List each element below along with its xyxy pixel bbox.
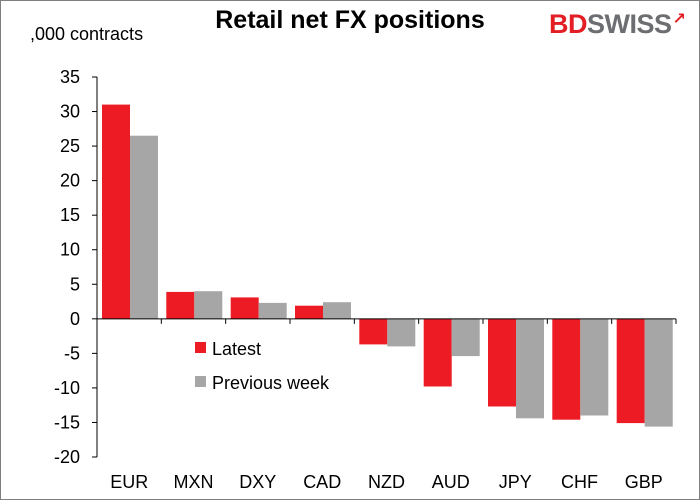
y-axis-unit-label: ,000 contracts xyxy=(30,24,144,44)
x-category-label-aud: AUD xyxy=(432,472,470,492)
bar-previous-week-nzd xyxy=(387,318,416,347)
bar-previous-week-cad xyxy=(323,302,351,319)
chart-title: Retail net FX positions xyxy=(215,6,485,34)
bar-latest-gbp xyxy=(616,318,645,424)
legend-label-previous-week: Previous week xyxy=(212,373,330,393)
bar-previous-week-jpy xyxy=(516,318,544,419)
x-category-label-chf: CHF xyxy=(561,472,598,492)
y-tick-label: 30 xyxy=(60,102,80,122)
x-category-label-cad: CAD xyxy=(303,472,341,492)
x-category-label-jpy: JPY xyxy=(499,472,532,492)
bar-previous-week-aud xyxy=(451,318,480,357)
bar-latest-nzd xyxy=(359,318,388,345)
y-tick-label: -15 xyxy=(54,412,80,432)
x-category-label-dxy: DXY xyxy=(239,472,276,492)
x-category-label-eur: EUR xyxy=(110,472,148,492)
bar-latest-cad xyxy=(295,305,323,319)
bar-latest-eur xyxy=(102,104,130,319)
bar-latest-jpy xyxy=(488,318,516,407)
x-category-label-nzd: NZD xyxy=(368,472,405,492)
y-tick-label: -20 xyxy=(54,447,80,467)
bar-latest-aud xyxy=(423,318,452,387)
legend-swatch-latest xyxy=(195,342,206,353)
bdswiss-logo: BDSWISS↗ xyxy=(549,9,686,40)
bar-previous-week-mxn xyxy=(194,291,223,319)
logo-arrow-icon: ↗ xyxy=(672,11,686,28)
y-tick-label: 15 xyxy=(60,205,80,225)
bar-previous-week-dxy xyxy=(258,302,287,319)
y-tick-label: 0 xyxy=(70,309,80,329)
bar-previous-week-chf xyxy=(580,318,609,416)
x-category-label-gbp: GBP xyxy=(625,472,663,492)
y-tick-label: -5 xyxy=(64,343,80,363)
logo-bd-text: BD xyxy=(549,9,588,39)
y-tick-label: 10 xyxy=(60,240,80,260)
y-tick-label: 5 xyxy=(70,274,80,294)
y-tick-label: 20 xyxy=(60,171,80,191)
y-tick-label: 35 xyxy=(60,67,80,87)
bar-latest-mxn xyxy=(166,291,195,319)
logo-swiss-text: SWISS xyxy=(587,9,672,39)
bar-previous-week-gbp xyxy=(644,318,673,427)
bar-latest-chf xyxy=(552,318,581,420)
legend-label-latest: Latest xyxy=(212,339,261,359)
y-tick-label: 25 xyxy=(60,136,80,156)
x-category-label-mxn: MXN xyxy=(174,472,214,492)
bar-previous-week-eur xyxy=(130,135,158,319)
legend-swatch-previous-week xyxy=(195,376,206,387)
bar-latest-dxy xyxy=(230,297,259,319)
y-tick-label: -10 xyxy=(54,378,80,398)
